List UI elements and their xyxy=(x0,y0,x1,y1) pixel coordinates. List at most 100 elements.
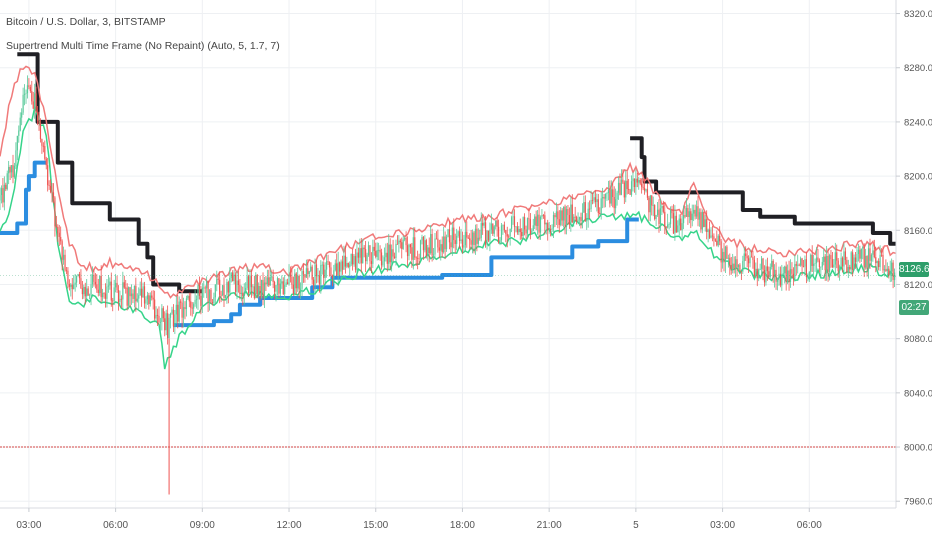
indicator-legend[interactable]: Supertrend Multi Time Frame (No Repaint)… xyxy=(6,40,280,52)
candle-body xyxy=(123,282,125,288)
candle-body xyxy=(216,278,218,285)
candle-body xyxy=(424,240,426,251)
candle-body xyxy=(197,285,199,300)
y-tick-label: 7960.00 xyxy=(904,497,932,508)
candle-body xyxy=(506,233,508,237)
candle-body xyxy=(167,313,169,339)
candle-body xyxy=(500,225,503,241)
candle-body xyxy=(577,219,579,222)
candle-body xyxy=(817,257,819,261)
candle-body xyxy=(632,178,634,182)
candle-body xyxy=(659,208,662,225)
candle-body xyxy=(297,275,299,289)
candle-body xyxy=(534,216,536,226)
candle-body xyxy=(873,250,875,258)
candle-body xyxy=(447,229,449,237)
candle-body xyxy=(421,236,423,241)
candle-body xyxy=(778,273,780,279)
candle-body xyxy=(271,276,273,278)
candle-body xyxy=(810,254,812,272)
candle-body xyxy=(623,182,625,198)
symbol-legend[interactable]: Bitcoin / U.S. Dollar, 3, BITSTAMP xyxy=(6,16,166,28)
candle-body xyxy=(146,295,149,300)
candle-body xyxy=(354,256,357,270)
candle-body xyxy=(211,302,214,304)
candle-body xyxy=(615,199,617,209)
candle-body xyxy=(448,229,451,243)
candle-body xyxy=(61,241,63,260)
candle-body xyxy=(818,260,821,267)
candle-body xyxy=(519,228,521,233)
last-price-tag: 8126.60 xyxy=(899,262,932,277)
candle-body xyxy=(593,197,595,201)
candle-body xyxy=(571,204,573,223)
candle-body xyxy=(187,295,189,299)
time-axis[interactable]: 03:00 06:00 09:00 12:00 15:00 18:00 21:00 5 03:0… xyxy=(16,508,822,531)
y-tick-label: 8200.00 xyxy=(904,172,932,183)
candle-body xyxy=(55,226,57,228)
candle-body xyxy=(330,267,332,276)
candle-body xyxy=(752,257,754,260)
candle-body xyxy=(307,268,309,275)
candle-body xyxy=(768,271,770,277)
candle-body xyxy=(115,282,117,288)
candle-body xyxy=(142,286,144,298)
candle-body xyxy=(792,273,794,279)
candle-body xyxy=(630,181,633,195)
candle-body xyxy=(362,247,364,264)
candle-body xyxy=(399,240,401,243)
candle-body xyxy=(789,269,792,282)
y-tick-label: 8080.00 xyxy=(904,334,932,345)
candle-body xyxy=(531,230,533,235)
candle-body xyxy=(698,212,701,220)
candle-body xyxy=(863,247,865,268)
candle-body xyxy=(324,269,326,278)
candle-body xyxy=(174,314,176,327)
candle-body xyxy=(635,178,637,188)
candle-body xyxy=(5,184,7,190)
candle-body xyxy=(373,246,375,251)
candle-body xyxy=(210,289,212,303)
candle-body xyxy=(893,272,896,280)
candle-body xyxy=(450,242,452,248)
candle-body xyxy=(113,287,115,301)
candle-body xyxy=(337,262,339,276)
candle-body xyxy=(505,230,507,234)
candle-body xyxy=(141,288,143,298)
price-axis[interactable]: 8320.00 8280.00 8240.00 8200.00 8160.00 8120.… xyxy=(896,9,932,508)
candle-body xyxy=(427,247,429,256)
candle-body xyxy=(586,218,588,222)
candle-body xyxy=(711,235,714,237)
candle-body xyxy=(688,211,690,218)
candle-body xyxy=(578,217,581,220)
candle-body xyxy=(526,218,529,234)
candle-body xyxy=(492,223,494,234)
candle-body xyxy=(824,256,826,271)
candle-body xyxy=(697,206,699,220)
candle-body xyxy=(255,275,257,298)
candle-body xyxy=(557,211,559,220)
x-tick-label: 03:00 xyxy=(710,520,735,531)
candle-body xyxy=(314,264,316,286)
candle-body xyxy=(828,255,831,272)
candle-body xyxy=(636,178,638,183)
candle-body xyxy=(656,209,659,215)
candle-body xyxy=(886,268,888,272)
candle-body xyxy=(723,251,725,263)
candle-body xyxy=(713,236,715,240)
candle-body xyxy=(29,87,31,92)
candle-body xyxy=(404,237,406,240)
candle-body xyxy=(606,193,608,194)
candle-body xyxy=(109,281,111,286)
y-tick-label: 8040.00 xyxy=(904,388,932,399)
candle-body xyxy=(761,258,763,269)
candle-body xyxy=(86,288,88,297)
candle-body xyxy=(641,183,643,187)
candle-body xyxy=(320,264,322,285)
candle-body xyxy=(340,261,342,272)
candle-body xyxy=(510,217,513,229)
candle-body xyxy=(732,263,734,270)
candle-body xyxy=(802,266,805,268)
candle-body xyxy=(220,294,222,296)
